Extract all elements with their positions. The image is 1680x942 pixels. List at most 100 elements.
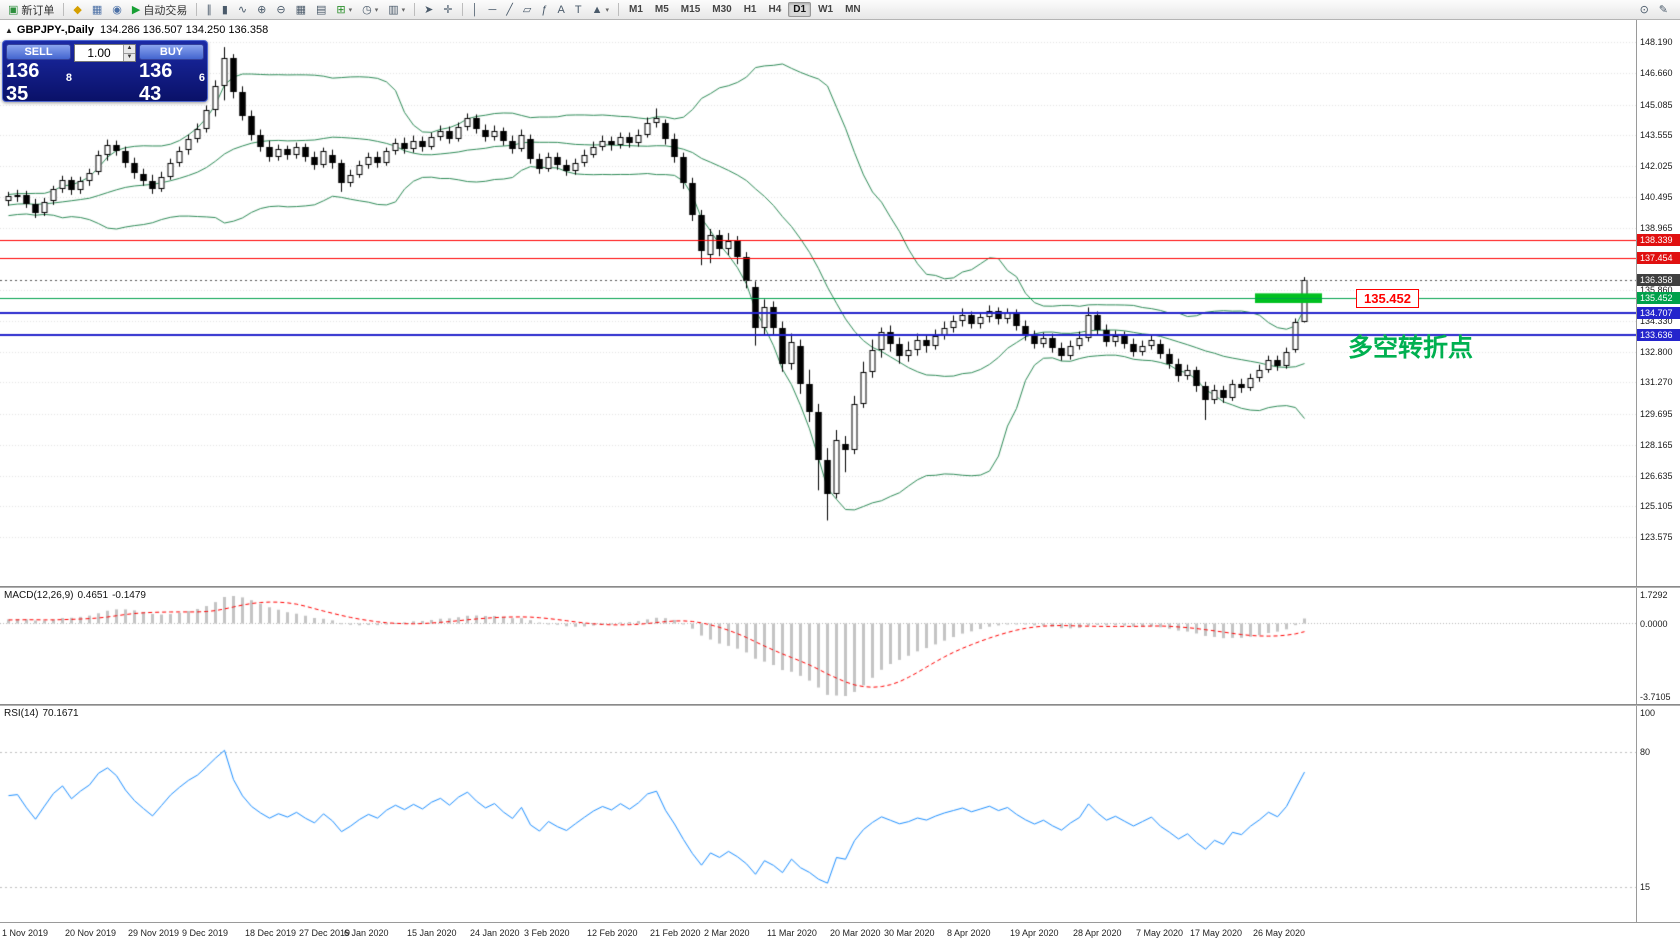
price-tick-label: 148.190: [1640, 37, 1673, 48]
timeframe-h4-button[interactable]: H4: [768, 4, 782, 15]
toolbar-right-group: ⊙ ✎: [1635, 1, 1673, 19]
price-tick-label: 134.330: [1640, 315, 1673, 326]
toolbar-auto-arrange-button[interactable]: ▤: [312, 1, 330, 19]
toolbar-profiles-button[interactable]: ◷ ▾: [358, 1, 382, 19]
time-axis-label: 8 Apr 2020: [947, 928, 991, 938]
price-badge: 138.339: [1637, 234, 1680, 246]
timeframe-w1-button[interactable]: W1: [818, 4, 834, 15]
time-axis-label: 30 Mar 2020: [884, 928, 935, 938]
price-badge: 135.452: [1637, 292, 1680, 304]
toolbar-autotrading-button[interactable]: ▶ 自动交易: [128, 1, 191, 19]
toolbar-vertical-line-button[interactable]: │: [468, 1, 483, 19]
chart-title: ▲ GBPJPY-,Daily 134.286 136.507 134.250 13…: [5, 24, 268, 36]
time-axis-label: 12 Feb 2020: [587, 928, 638, 938]
time-axis[interactable]: 1 Nov 2019 20 Nov 2019 29 Nov 2019 9 Dec 20…: [0, 922, 1680, 942]
toolbar-trendline-button[interactable]: ╱: [502, 1, 517, 19]
toolbar-separator: [617, 3, 619, 16]
time-axis-label: 15 Jan 2020: [407, 928, 457, 938]
panel-divider[interactable]: [0, 586, 1680, 588]
zoom-out-icon: ⊖: [276, 3, 286, 16]
toolbar-new-order-button[interactable]: ▣ 新订单: [4, 1, 58, 19]
sell-label: SELL: [6, 44, 71, 60]
equidistant-channel-icon: ▱: [522, 3, 532, 16]
sell-button[interactable]: SELL 136 35 8: [3, 41, 74, 105]
toolbar-equidistant-channel-button[interactable]: ▱: [519, 1, 535, 19]
timeframe-mn-button[interactable]: MN: [845, 4, 861, 15]
toolbar-search-button[interactable]: ⊙: [1636, 1, 1653, 19]
horizontal-line-icon: ─: [488, 3, 497, 16]
annotation-text: 多空转折点: [1348, 333, 1474, 362]
toolbar-data-window-button[interactable]: ◉: [108, 1, 126, 19]
rsi-scale-label: 100: [1640, 708, 1656, 718]
price-tick-label: 146.660: [1640, 68, 1673, 79]
toolbar-separator: [461, 3, 463, 16]
toolbar-bar-chart-button[interactable]: ∥: [202, 1, 216, 19]
buy-price: 136 43 6: [139, 60, 205, 105]
profiles-icon: ◷: [362, 3, 372, 16]
rsi-scale-label: 80: [1640, 746, 1651, 757]
rsi-canvas[interactable]: [0, 706, 1636, 922]
toolbar-market-watch-button[interactable]: ▦: [88, 1, 106, 19]
toolbar-arrows-shapes-button[interactable]: ▲ ▾: [588, 1, 613, 19]
collapse-panel-arrow-icon[interactable]: ▲: [5, 26, 13, 35]
price-tick-label: 125.105: [1640, 501, 1673, 512]
volume-input[interactable]: [75, 45, 123, 61]
toolbar-templates-button[interactable]: ▥ ▾: [384, 1, 409, 19]
templates-icon: ▥: [388, 3, 399, 16]
sell-price: 136 35 8: [6, 60, 72, 105]
vertical-line-icon: │: [471, 3, 479, 16]
toolbar-candlestick-chart-button[interactable]: ▮: [218, 1, 232, 19]
toolbar-separator: [196, 3, 198, 16]
macd-scale-label: 0.0000: [1640, 618, 1668, 629]
toolbar-zoom-in-button[interactable]: ⊕: [253, 1, 270, 19]
price-scale[interactable]: 148.190 146.660 145.085 143.555 142.025 140.4…: [1636, 20, 1680, 586]
rsi-label: RSI(14) 70.1671: [4, 708, 79, 719]
toolbar-new-chart-button[interactable]: ⊞ ▾: [332, 1, 356, 19]
timeframe-h1-button[interactable]: H1: [743, 4, 757, 15]
main-chart-panel: 148.190 146.660 145.085 143.555 142.025 140.4…: [0, 20, 1680, 586]
metaeditor-icon: ✎: [1658, 3, 1668, 16]
one-click-trading-panel: SELL 136 358 ▲ ▼ BUY 136 436: [2, 40, 208, 105]
candlestick-chart-icon: ▮: [221, 3, 228, 16]
timeframe-m1-button[interactable]: M1: [628, 4, 643, 15]
tile-windows-icon: ▦: [295, 3, 306, 16]
time-axis-label: 20 Mar 2020: [830, 928, 881, 938]
price-tick-label: 123.575: [1640, 532, 1673, 543]
time-axis-label: 24 Jan 2020: [470, 928, 520, 938]
toolbar: ▣ 新订单 ◆ ▦ ◉ ▶ 自动交易 ∥ ▮ ∿ ⊕ ⊖ ▦ ▤ ⊞ ▾ ◷ ▾ ▥ ▾ ➤ ✛ │ ─ ╱ ▱ ƒ A T ▲ ▾ M1 M5…: [0, 0, 1680, 20]
price-tick-label: 138.965: [1640, 222, 1673, 233]
toolbar-zoom-out-button[interactable]: ⊖: [272, 1, 289, 19]
time-axis-label: 17 May 2020: [1190, 928, 1243, 938]
volume-down-button[interactable]: ▼: [124, 53, 135, 61]
timeframe-m5-button[interactable]: M5: [654, 4, 669, 15]
toolbar-tile-windows-button[interactable]: ▦: [292, 1, 310, 19]
toolbar-horizontal-line-button[interactable]: ─: [484, 1, 500, 19]
toolbar-line-chart-button[interactable]: ∿: [234, 1, 251, 19]
toolbar-text-button[interactable]: A: [554, 1, 569, 19]
time-axis-label: 19 Apr 2020: [1010, 928, 1059, 938]
timeframe-d1-button[interactable]: D1: [788, 2, 812, 17]
macd-scale-label: -3.7105: [1640, 692, 1671, 702]
price-tick-label: 126.635: [1640, 470, 1673, 481]
toolbar-text-label-button[interactable]: T: [571, 1, 586, 19]
toolbar-metaeditor-button[interactable]: ✎: [1655, 1, 1672, 19]
toolbar-alerts-button[interactable]: ◆: [69, 1, 85, 19]
toolbar-fibonacci-button[interactable]: ƒ: [537, 1, 551, 19]
macd-canvas[interactable]: [0, 588, 1636, 704]
macd-scale[interactable]: 1.7292 0.0000 -3.7105: [1636, 588, 1680, 704]
timeframe-m15-button[interactable]: M15: [680, 4, 701, 15]
toolbar-crosshair-button[interactable]: ✛: [439, 1, 456, 19]
buy-button[interactable]: BUY 136 43 6: [136, 41, 207, 105]
volume-up-button[interactable]: ▲: [124, 45, 135, 54]
autotrading-icon: ▶: [131, 3, 141, 16]
timeframe-m30-button[interactable]: M30: [712, 4, 732, 15]
market-watch-icon: ▦: [91, 3, 103, 16]
rsi-scale[interactable]: 100 80 15: [1636, 706, 1680, 922]
panel-divider[interactable]: [0, 704, 1680, 706]
dropdown-arrow-icon: ▾: [401, 6, 406, 14]
time-axis-label: 28 Apr 2020: [1073, 928, 1122, 938]
price-tick-label: 142.025: [1640, 161, 1673, 172]
toolbar-cursor-button[interactable]: ➤: [420, 1, 437, 19]
bar-chart-icon: ∥: [206, 3, 212, 16]
